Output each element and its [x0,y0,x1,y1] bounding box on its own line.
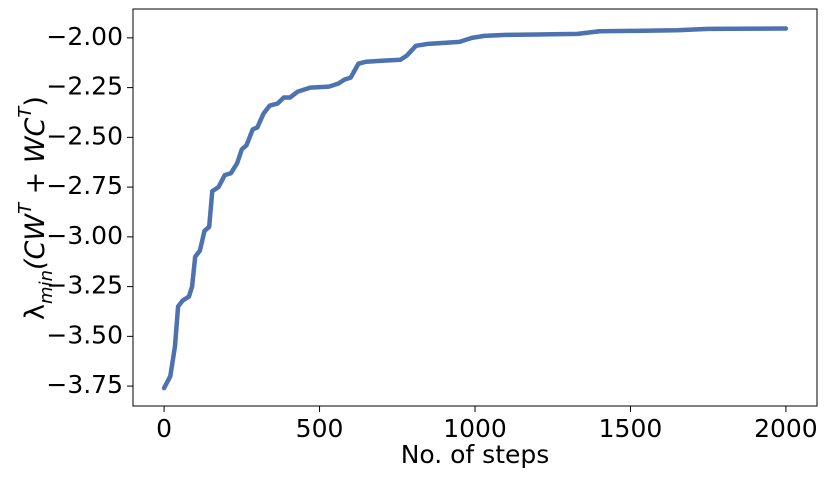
y-axis-label-part: ) [20,96,51,107]
y-axis-label-part: + WC [20,117,51,202]
y-tick-label: −2.50 [46,121,123,150]
y-axis-label-part: λ [20,304,51,320]
y-axis-label-part: (CW [20,213,51,270]
x-axis-label: No. of steps [401,440,550,469]
y-axis-label: λmin(CWT + WCT) [15,96,57,320]
y-tick-label: −3.75 [46,370,123,399]
y-tick-label: −3.00 [46,221,123,250]
data-line [161,26,789,391]
y-tick-label: −2.75 [46,171,123,200]
y-axis-label-part: T [15,105,36,118]
x-tick-label: 500 [296,414,344,443]
y-tick-label: −2.00 [46,22,123,51]
plot-frame [132,8,818,407]
y-axis-label-part: T [15,201,36,214]
x-tick-label: 1000 [443,414,507,443]
y-tick-label: −3.50 [46,320,123,349]
y-tick-label: −2.25 [46,72,123,101]
x-tick-label: 0 [156,414,172,443]
y-axis-label-part: min [36,270,57,304]
y-tick-label: −3.25 [46,271,123,300]
x-tick-label: 1500 [599,414,663,443]
x-tick-label: 2000 [754,414,818,443]
